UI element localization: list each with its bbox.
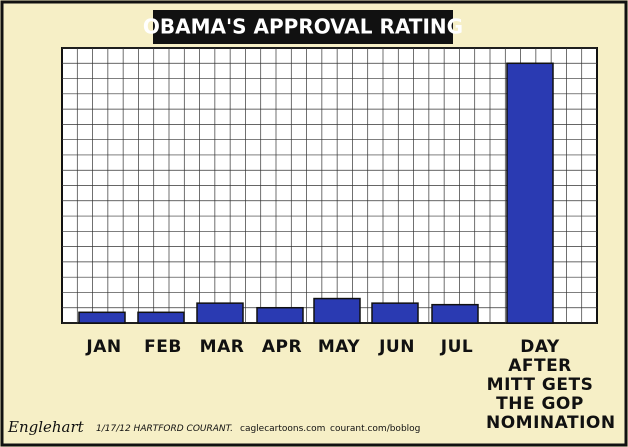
bar [506,62,554,324]
title-box [153,10,453,44]
credit: courant.com/boblog [330,424,421,434]
credit: 1/17/12 HARTFORD COURANT. [96,424,233,434]
bar [137,311,185,324]
x-tick-label: MAY [317,337,361,357]
bar [431,303,479,324]
x-tick-label: APR [261,337,303,357]
x-tick-label: JUN [379,337,415,357]
x-tick-label: FEB [144,337,182,357]
bar [78,311,126,324]
x-tick-label: MAR [199,337,245,357]
bar [313,297,361,324]
bar [256,306,304,324]
bar [371,302,419,324]
credit: caglecartoons.com [240,424,326,434]
chart-title: OBAMA'S APPROVAL RATING [143,15,463,39]
bar [196,302,244,324]
x-tick-label: JUL [440,337,474,357]
x-tick-label: DAY AFTER MITT GETS THE GOP NOMINATION [486,337,616,433]
x-tick-label: JAN [86,337,122,357]
signature: Englehart [8,418,84,436]
